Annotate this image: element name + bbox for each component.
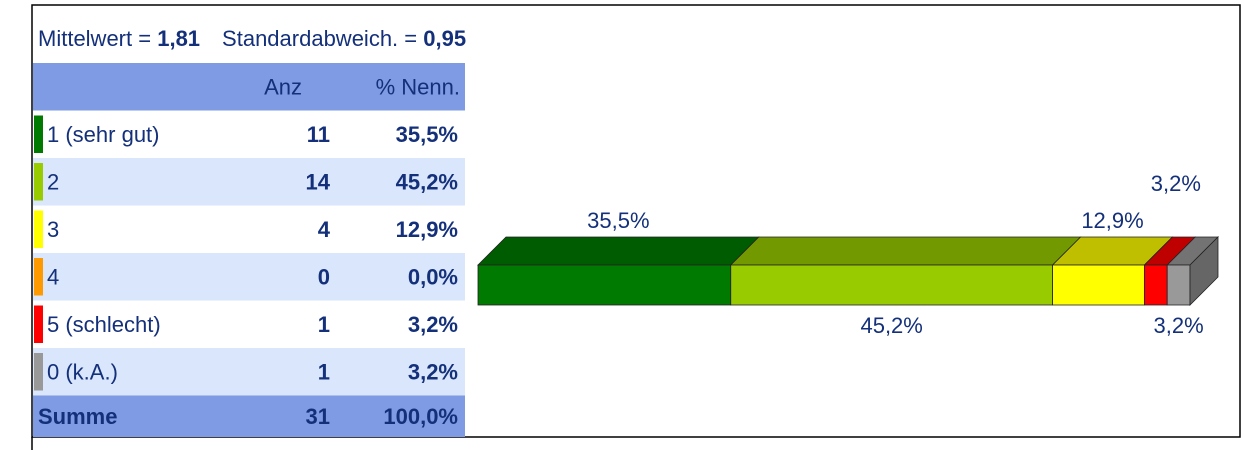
- row-count: 0: [318, 265, 330, 290]
- row-count: 1: [318, 360, 330, 385]
- value-label: 45,2%: [860, 313, 922, 338]
- row-count: 11: [307, 122, 330, 147]
- row-percent: 45,2%: [396, 170, 458, 195]
- table-row: [33, 205, 465, 253]
- bar-side: [1189, 236, 1219, 306]
- table-row: [33, 253, 465, 301]
- row-label: 1 (sehr gut): [47, 122, 160, 147]
- row-label: 5 (schlecht): [47, 312, 161, 337]
- row-label: 3: [47, 217, 59, 242]
- bar-segment: [730, 264, 1053, 306]
- value-label: 3,2%: [1154, 313, 1204, 338]
- bar-segment: [477, 264, 732, 306]
- summary: Mittelwert = 1,81 Standardabweich. = 0,95: [38, 26, 466, 51]
- total-count: 31: [306, 404, 330, 429]
- row-label: 0 (k.A.): [47, 360, 118, 385]
- header-row: [33, 63, 465, 111]
- table-row: [33, 348, 465, 396]
- sd: 0,95: [423, 26, 466, 51]
- color-marker: [34, 305, 43, 343]
- row-label: 4: [47, 265, 59, 290]
- mean: 1,81: [157, 26, 200, 51]
- bar-segment: [1166, 264, 1191, 306]
- row-percent: 0,0%: [408, 265, 458, 290]
- total-label: Summe: [38, 404, 117, 429]
- row-percent: 35,5%: [396, 122, 458, 147]
- row-count: 14: [306, 170, 331, 195]
- sd-label: Standardabweich. =: [222, 26, 417, 51]
- color-marker: [34, 163, 43, 201]
- row-percent: 12,9%: [396, 217, 458, 242]
- value-label: 3,2%: [1151, 171, 1201, 196]
- row-percent: 3,2%: [408, 312, 458, 337]
- row-label: 2: [47, 170, 59, 195]
- bar-segment: [1052, 264, 1145, 306]
- bar-segment: [1144, 264, 1168, 306]
- value-label: 35,5%: [587, 208, 649, 233]
- frame: [31, 4, 1241, 438]
- color-marker: [34, 258, 43, 296]
- total-row: [33, 395, 465, 437]
- header-cell: Anz: [264, 75, 302, 100]
- table-row: [33, 158, 465, 206]
- value-label: 12,9%: [1081, 208, 1143, 233]
- mean-label: Mittelwert =: [38, 26, 151, 51]
- color-marker: [34, 115, 43, 153]
- bar-top: [477, 236, 760, 266]
- header-cell: % Nenn.: [376, 75, 460, 100]
- row-percent: 3,2%: [408, 360, 458, 385]
- total-percent: 100,0%: [383, 404, 458, 429]
- bar-top: [729, 236, 1082, 266]
- row-count: 1: [318, 312, 330, 337]
- table-row: [33, 110, 465, 158]
- color-marker: [34, 210, 43, 248]
- table-row: [33, 300, 465, 348]
- row-count: 4: [318, 217, 331, 242]
- color-marker: [34, 353, 43, 391]
